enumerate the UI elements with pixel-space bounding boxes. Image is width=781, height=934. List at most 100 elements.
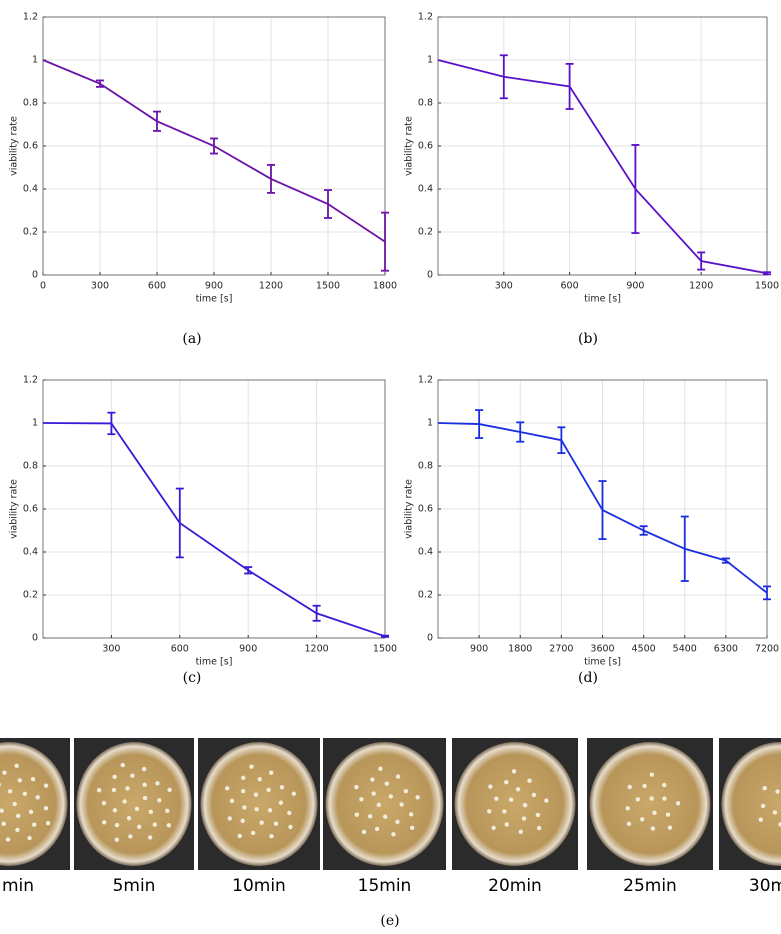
photo-label: 5min bbox=[113, 876, 156, 896]
x-tick-label: 600 bbox=[148, 281, 166, 292]
colony bbox=[15, 813, 21, 819]
colony bbox=[504, 779, 509, 785]
colony bbox=[112, 808, 118, 813]
colony bbox=[775, 789, 780, 794]
colony bbox=[361, 829, 367, 835]
x-tick-label: 1200 bbox=[689, 281, 713, 292]
x-tick-label: 7200 bbox=[755, 644, 779, 655]
subfigure-caption: (a) bbox=[182, 331, 201, 347]
y-axis-label: viability rate bbox=[9, 116, 20, 176]
colony bbox=[0, 782, 1, 787]
colony bbox=[240, 788, 246, 794]
plot-frame bbox=[42, 16, 386, 276]
y-tick-label: 1.2 bbox=[23, 12, 38, 23]
subfigure-caption: (c) bbox=[183, 670, 202, 686]
error-bar bbox=[324, 189, 332, 219]
colony bbox=[640, 817, 645, 822]
y-tick-label: 1 bbox=[32, 418, 38, 429]
colony bbox=[521, 816, 527, 821]
colony bbox=[155, 781, 160, 786]
y-tick-label: 0 bbox=[427, 270, 433, 281]
error-bar bbox=[631, 144, 640, 234]
colony bbox=[675, 801, 681, 806]
colony bbox=[269, 834, 274, 839]
y-tick-label: 0.8 bbox=[418, 98, 433, 109]
colony bbox=[384, 781, 390, 786]
subfigure-caption: (b) bbox=[578, 331, 598, 347]
y-tick-label: 0.4 bbox=[23, 547, 38, 558]
plot-frame bbox=[42, 379, 386, 639]
colony bbox=[627, 784, 632, 790]
colony bbox=[111, 787, 117, 793]
error-bar bbox=[565, 62, 574, 110]
colony bbox=[142, 795, 148, 801]
colony bbox=[535, 812, 541, 818]
colony bbox=[225, 786, 230, 791]
x-axis-label: time [s] bbox=[196, 657, 233, 668]
colony bbox=[374, 826, 380, 832]
colony bbox=[268, 770, 274, 775]
petri-dish bbox=[589, 742, 711, 866]
y-tick-label: 0.2 bbox=[23, 590, 38, 601]
colony bbox=[137, 824, 142, 830]
colony bbox=[114, 837, 119, 842]
error-bar bbox=[499, 54, 508, 100]
colony bbox=[399, 802, 404, 807]
colony bbox=[157, 798, 162, 803]
colony bbox=[152, 822, 157, 827]
petri-dish bbox=[454, 742, 576, 866]
y-tick-label: 1.2 bbox=[418, 375, 433, 386]
colony bbox=[120, 762, 125, 768]
colony bbox=[665, 812, 671, 817]
colony bbox=[101, 820, 107, 825]
x-tick-label: 600 bbox=[561, 281, 579, 292]
colony bbox=[267, 808, 273, 813]
colony bbox=[15, 827, 20, 833]
colony bbox=[257, 777, 262, 782]
colony bbox=[130, 773, 135, 778]
colony bbox=[7, 789, 13, 794]
y-tick-label: 0.8 bbox=[418, 461, 433, 472]
colony bbox=[5, 837, 11, 842]
error-bar bbox=[381, 211, 389, 272]
colony bbox=[408, 812, 414, 817]
subfigure-caption: (d) bbox=[578, 670, 598, 686]
colony bbox=[249, 764, 254, 769]
colony bbox=[240, 818, 245, 823]
colony bbox=[166, 823, 171, 828]
colony bbox=[101, 800, 107, 806]
error-bar bbox=[557, 426, 566, 455]
colony bbox=[241, 775, 246, 780]
colony bbox=[649, 772, 654, 777]
colony bbox=[229, 798, 235, 804]
error-bar bbox=[639, 525, 648, 536]
colony bbox=[359, 797, 364, 802]
colony bbox=[27, 835, 32, 841]
colony bbox=[354, 784, 359, 790]
colony bbox=[291, 791, 297, 796]
colony bbox=[625, 806, 630, 811]
y-tick-label: 0.6 bbox=[418, 504, 433, 515]
colony bbox=[536, 825, 542, 831]
colony bbox=[14, 763, 19, 769]
colony bbox=[502, 809, 507, 814]
colony bbox=[147, 835, 153, 840]
colony bbox=[370, 777, 375, 782]
error-bar bbox=[267, 164, 275, 194]
colony bbox=[167, 787, 172, 793]
photo-label: 10min bbox=[232, 876, 286, 896]
colony bbox=[544, 798, 549, 803]
x-tick-label: 1200 bbox=[259, 281, 283, 292]
colony bbox=[388, 794, 393, 799]
photo-label: 15min bbox=[358, 876, 412, 896]
colony bbox=[778, 822, 781, 827]
colony bbox=[242, 805, 247, 810]
error-bar bbox=[175, 487, 184, 559]
colony bbox=[237, 833, 242, 839]
colony bbox=[254, 806, 259, 812]
colony bbox=[667, 825, 673, 830]
error-bar bbox=[312, 604, 321, 622]
colony bbox=[128, 834, 133, 839]
y-tick-label: 1 bbox=[427, 418, 433, 429]
colony bbox=[2, 770, 7, 775]
